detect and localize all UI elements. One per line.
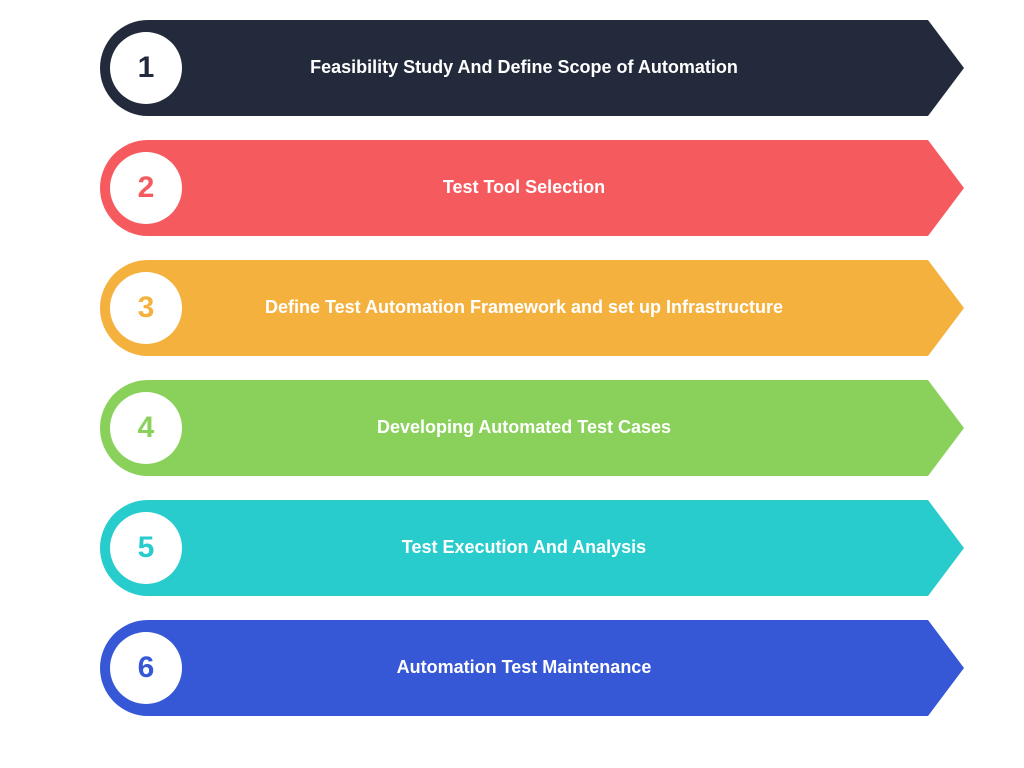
chevron-right-icon — [928, 140, 964, 236]
step-number: 1 — [138, 47, 155, 89]
step-label: Automation Test Maintenance — [397, 655, 652, 680]
step-number: 3 — [138, 287, 155, 329]
step-number-circle: 3 — [110, 272, 182, 344]
chevron-right-icon — [928, 260, 964, 356]
step-body: 6 Automation Test Maintenance — [100, 620, 928, 716]
step-number: 4 — [138, 407, 155, 449]
step-number-circle: 1 — [110, 32, 182, 104]
step-label: Feasibility Study And Define Scope of Au… — [310, 55, 738, 80]
step-number-circle: 6 — [110, 632, 182, 704]
chevron-right-icon — [928, 500, 964, 596]
step-body: 4 Developing Automated Test Cases — [100, 380, 928, 476]
step-number-circle: 5 — [110, 512, 182, 584]
step-row: 6 Automation Test Maintenance — [100, 620, 964, 716]
step-number: 5 — [138, 527, 155, 569]
chevron-right-icon — [928, 620, 964, 716]
step-row: 4 Developing Automated Test Cases — [100, 380, 964, 476]
step-number: 2 — [138, 167, 155, 209]
step-body: 1 Feasibility Study And Define Scope of A… — [100, 20, 928, 116]
step-row: 2 Test Tool Selection — [100, 140, 964, 236]
step-body: 2 Test Tool Selection — [100, 140, 928, 236]
chevron-right-icon — [928, 380, 964, 476]
step-body: 5 Test Execution And Analysis — [100, 500, 928, 596]
step-label: Developing Automated Test Cases — [377, 415, 671, 440]
step-row: 5 Test Execution And Analysis — [100, 500, 964, 596]
chevron-right-icon — [928, 20, 964, 116]
step-number-circle: 4 — [110, 392, 182, 464]
step-row: 1 Feasibility Study And Define Scope of A… — [100, 20, 964, 116]
step-number-circle: 2 — [110, 152, 182, 224]
infographic-container: 1 Feasibility Study And Define Scope of A… — [0, 0, 1024, 736]
step-body: 3 Define Test Automation Framework and se… — [100, 260, 928, 356]
step-label: Test Execution And Analysis — [402, 535, 646, 560]
step-label: Define Test Automation Framework and set… — [265, 295, 783, 320]
step-row: 3 Define Test Automation Framework and se… — [100, 260, 964, 356]
step-number: 6 — [138, 647, 155, 689]
step-label: Test Tool Selection — [443, 175, 605, 200]
